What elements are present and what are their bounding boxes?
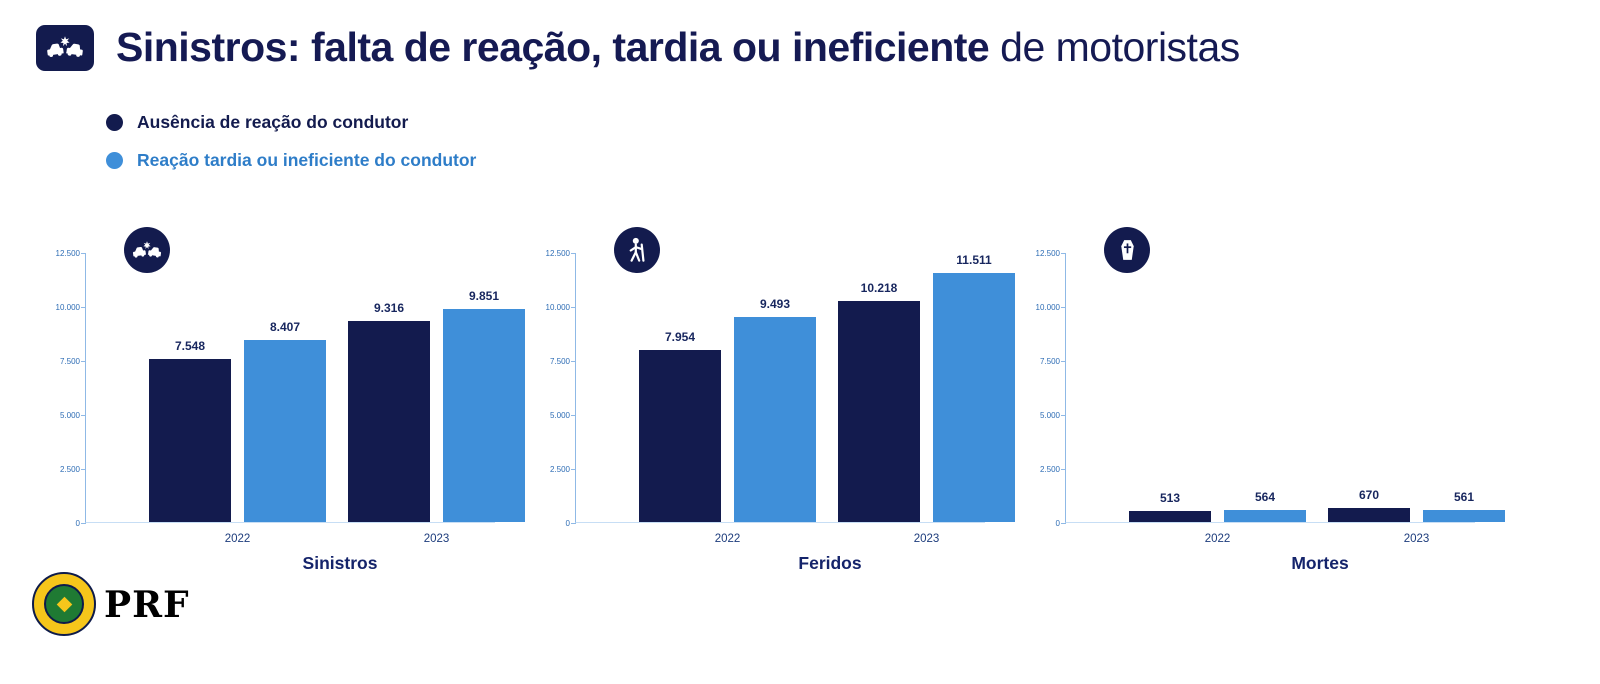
y-axis-tick-label: 0 [565, 518, 570, 528]
y-axis-tick-mark [81, 523, 86, 524]
bar-2023-dark [1328, 507, 1410, 522]
bar-2022-light [1224, 509, 1306, 522]
bar-value-label: 9.316 [373, 300, 405, 315]
y-axis-tick-label: 10.000 [55, 302, 80, 312]
y-axis-tick-mark [571, 469, 576, 470]
y-axis-tick-label: 10.000 [1035, 302, 1060, 312]
y-axis-tick-mark [1061, 253, 1066, 254]
y-axis-tick-mark [1061, 469, 1066, 470]
x-axis-label: 2023 [1403, 533, 1430, 545]
bar-2023-light [933, 273, 1015, 522]
prf-badge-inner [44, 584, 84, 624]
y-axis-tick-label: 12.500 [545, 248, 570, 258]
header: Sinistros: falta de reação, tardia ou in… [36, 24, 1240, 71]
x-axis-label: 2022 [224, 533, 251, 545]
bar-2023-light [1423, 509, 1505, 522]
legend-item: Reação tardia ou ineficiente do condutor [106, 150, 476, 171]
y-axis-tick-label: 7.500 [1039, 356, 1060, 366]
prf-badge-logo [32, 572, 96, 636]
y-axis-tick-label: 2.500 [59, 464, 80, 474]
chart-panel-mortes: 0 2.500 5.000 7.500 10.000 12.500 513 564 670 561… [985, 227, 1505, 593]
charts-row: 0 2.500 5.000 7.500 10.000 12.500 7.548 8.407 9.… [5, 227, 1505, 593]
y-axis-tick-label: 0 [75, 518, 80, 528]
y-axis-tick-label: 12.500 [55, 248, 80, 258]
title-emphasis: falta de reação, tardia ou ineficiente [311, 24, 990, 70]
bar-value-label: 7.548 [174, 338, 206, 353]
bar-2023-dark [838, 301, 920, 522]
chart-title: Sinistros [302, 553, 378, 573]
bar-2022-dark [1129, 510, 1211, 522]
chart-title: Feridos [798, 553, 862, 573]
y-axis-tick-label: 5.000 [59, 410, 80, 420]
bar-value-label: 9.851 [468, 289, 500, 304]
legend-label: Reação tardia ou ineficiente do condutor [137, 150, 477, 170]
plot-area: 0 2.500 5.000 7.500 10.000 12.500 7.954 9.493 10… [546, 227, 1015, 545]
chart-title: Mortes [1291, 553, 1349, 573]
x-axis-label: 2023 [913, 533, 940, 545]
legend-dot [106, 114, 123, 131]
bar-value-label: 10.218 [860, 281, 898, 296]
y-axis-tick-mark [1061, 523, 1066, 524]
plot-area: 0 2.500 5.000 7.500 10.000 12.500 513 564 670 561… [1036, 227, 1505, 545]
y-axis-tick-mark [1061, 361, 1066, 362]
plot-area: 0 2.500 5.000 7.500 10.000 12.500 7.548 8.407 9.… [56, 227, 525, 545]
y-axis-tick-mark [81, 361, 86, 362]
bar-value-label: 11.511 [956, 253, 992, 268]
prf-badge-star-icon [56, 596, 72, 612]
y-axis-tick-label: 5.000 [549, 410, 570, 420]
y-axis-tick-mark [571, 415, 576, 416]
y-axis-tick-mark [81, 307, 86, 308]
y-axis-tick-label: 7.500 [59, 356, 80, 366]
x-axis-label: 2022 [714, 533, 741, 545]
y-axis-tick-mark [571, 523, 576, 524]
chart-icon-badge [124, 227, 170, 273]
y-axis-tick-label: 10.000 [545, 302, 570, 312]
bar-value-label: 513 [1159, 490, 1181, 505]
y-axis-tick-mark [81, 253, 86, 254]
y-axis-tick-mark [571, 361, 576, 362]
prf-wordmark: PRF [104, 584, 190, 626]
bar-value-label: 564 [1254, 489, 1276, 504]
bar-2022-dark [149, 358, 231, 522]
y-axis-tick-mark [571, 253, 576, 254]
coffin-icon [1120, 240, 1134, 260]
y-axis-tick-mark [571, 307, 576, 308]
legend-label: Ausência de reação do condutor [137, 112, 409, 132]
page-title: Sinistros: falta de reação, tardia ou in… [116, 24, 1240, 71]
chart-icon-badge [614, 227, 660, 273]
y-axis-tick-mark [81, 415, 86, 416]
legend-dot [106, 152, 123, 169]
car-crash-icon [36, 24, 94, 71]
y-axis-tick-mark [81, 469, 86, 470]
bar-2023-light [443, 309, 525, 522]
y-axis-tick-label: 7.500 [549, 356, 570, 366]
bar-2022-light [244, 340, 326, 522]
bar-value-label: 9.493 [759, 296, 791, 311]
bar-value-label: 561 [1453, 489, 1475, 504]
legend: Ausência de reação do condutor Reação ta… [106, 112, 476, 171]
bar-value-label: 8.407 [269, 320, 301, 335]
legend-item: Ausência de reação do condutor [106, 112, 476, 133]
title-suffix: de motoristas [1000, 24, 1240, 70]
y-axis-tick-label: 0 [1055, 518, 1060, 528]
car-crash-icon [132, 240, 162, 258]
y-axis-tick-mark [1061, 415, 1066, 416]
chart-panel-sinistros: 0 2.500 5.000 7.500 10.000 12.500 7.548 8.407 9.… [5, 227, 525, 593]
y-axis-tick-label: 5.000 [1039, 410, 1060, 420]
y-axis-tick-label: 2.500 [549, 464, 570, 474]
x-axis-label: 2022 [1204, 533, 1231, 545]
chart-icon-badge [1104, 227, 1150, 273]
bar-value-label: 7.954 [664, 330, 696, 345]
bar-value-label: 670 [1358, 487, 1380, 502]
y-axis-tick-label: 2.500 [1039, 464, 1060, 474]
bar-2023-dark [348, 320, 430, 522]
y-axis-tick-label: 12.500 [1035, 248, 1060, 258]
chart-panel-feridos: 0 2.500 5.000 7.500 10.000 12.500 7.954 9.493 10… [495, 227, 1015, 593]
y-axis-tick-mark [1061, 307, 1066, 308]
bar-2022-dark [639, 350, 721, 522]
injured-person-icon [629, 237, 645, 262]
bar-2022-light [734, 316, 816, 522]
title-prefix: Sinistros: [116, 24, 301, 70]
x-axis-label: 2023 [423, 533, 450, 545]
